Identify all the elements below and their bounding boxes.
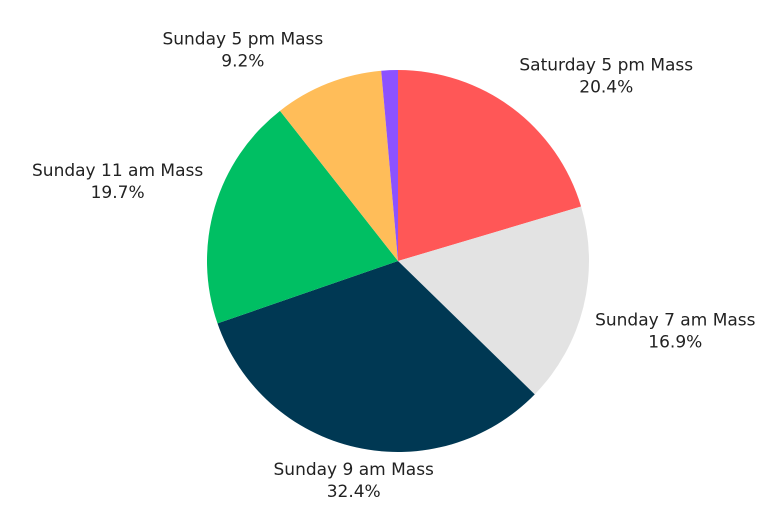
- slice-value: 19.7%: [91, 183, 145, 203]
- pie-slice: [206, 110, 398, 324]
- slice-category: Sunday 7 am Mass: [595, 311, 756, 331]
- slice-value: 16.9%: [648, 333, 702, 353]
- slice-value: 9.2%: [221, 51, 264, 71]
- pie-slice: [279, 70, 398, 261]
- slice-category: Sunday 11 am Mass: [32, 161, 203, 181]
- pie-slice: [398, 206, 589, 395]
- slice-category: Sunday 9 am Mass: [274, 460, 435, 480]
- slice-category: Saturday 5 pm Mass: [519, 55, 693, 75]
- pie-slice: [381, 70, 398, 261]
- slice-value: 32.4%: [327, 482, 381, 502]
- slice-category: Sunday 5 pm Mass: [162, 29, 323, 49]
- pie-slice: [217, 261, 535, 453]
- pie-slice: [398, 70, 582, 261]
- slice-value: 20.4%: [579, 77, 633, 97]
